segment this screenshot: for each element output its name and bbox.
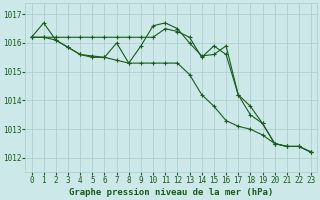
X-axis label: Graphe pression niveau de la mer (hPa): Graphe pression niveau de la mer (hPa) <box>69 188 274 197</box>
